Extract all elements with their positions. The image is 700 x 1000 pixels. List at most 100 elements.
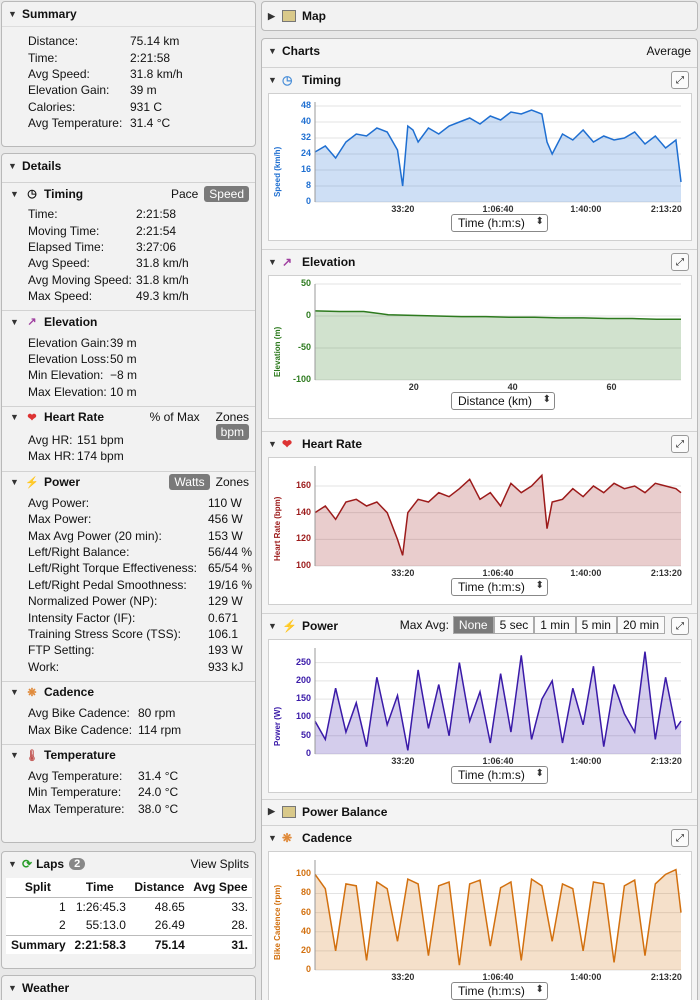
laps-cell: 1 [58,899,66,914]
chart-svg[interactable] [269,458,693,606]
x-axis-select[interactable]: Distance (km) [451,392,556,410]
laps-column-header[interactable]: Avg Spee [188,878,252,898]
y-tick-label: 16 [300,164,311,174]
chart-svg[interactable] [269,852,693,1000]
expand-triangle-icon[interactable]: ▶ [268,10,275,21]
stat-value: 31.8 km/h [136,272,189,287]
collapse-triangle-icon[interactable]: ▼ [8,983,17,993]
expand-chart-icon[interactable]: ⤢ [671,253,689,271]
elevation-section-header[interactable]: ▼ ↗ Elevation [2,310,255,330]
chart-section-header[interactable]: ▼ ◷ Timing [262,67,697,91]
collapse-triangle-icon[interactable]: ▼ [8,9,17,19]
collapse-triangle-icon[interactable]: ▼ [268,256,277,267]
max-avg-option[interactable]: 1 min [534,616,576,634]
collapse-triangle-icon[interactable]: ▼ [268,620,277,631]
weather-header[interactable]: ▼ Weather [8,981,70,995]
laps-column-header[interactable]: Split [6,878,70,898]
x-axis-select[interactable]: Time (h:m:s) [451,766,548,784]
bpm-toggle[interactable]: bpm [215,423,249,440]
max-avg-option[interactable]: 5 min [575,616,617,634]
average-toggle[interactable]: Average [646,44,691,58]
collapse-triangle-icon[interactable]: ▼ [8,859,17,869]
y-tick-label: 0 [305,196,311,206]
collapse-triangle-icon[interactable]: ▼ [268,74,277,85]
temperature-section-header[interactable]: ▼ 🌡 Temperature [2,743,255,764]
chart-svg[interactable] [269,640,693,794]
cadence-section-header[interactable]: ▼ ❋ Cadence [2,680,255,701]
laps-column-header[interactable]: Distance [129,878,189,898]
chart-svg[interactable] [269,276,693,420]
pace-toggle[interactable]: Pace [170,186,199,201]
table-row[interactable]: 1 1:26:45.3 48.65 33. [6,897,252,916]
laps-column-header[interactable]: Time [69,878,130,898]
collapse-triangle-icon[interactable]: ▼ [10,477,19,488]
collapse-triangle-icon[interactable]: ▼ [268,832,277,843]
laps-header[interactable]: ▼ ⟳ Laps 2 View Splits [8,857,249,871]
max-avg-option[interactable]: 5 sec [493,616,535,634]
details-header[interactable]: ▼ Details [8,159,62,173]
series-area [315,110,681,202]
charts-header[interactable]: ▼ Charts Average [268,44,691,58]
watts-toggle[interactable]: Watts [169,474,210,491]
chart-container: 50 0 -50 -100 20 40 60 Elevation (m) Distance (k… [268,275,692,419]
collapse-triangle-icon[interactable]: ▼ [268,438,277,449]
x-axis-select[interactable]: Time (h:m:s) [451,214,548,232]
expand-triangle-icon[interactable]: ▶ [268,806,275,816]
stat-value: 106.1 [208,627,239,641]
chart-section-header[interactable]: ▼ ❋ Cadence [262,825,697,849]
stat-row: Normalized Power (NP): 129 W [2,593,255,609]
expand-chart-icon[interactable]: ⤢ [671,829,689,847]
chart-container: 160 140 120 100 33:20 1:06:40 1:40:00 2:13:20 He… [268,457,692,605]
collapse-triangle-icon[interactable]: ▼ [10,750,19,761]
summary-header[interactable]: ▼ Summary [8,7,77,21]
stat-value: 2:21:54 [136,223,177,238]
collapse-triangle-icon[interactable]: ▼ [10,188,19,199]
y-tick-label: 40 [300,925,311,936]
table-row[interactable]: 2 55:13.0 26.49 28. [6,916,252,935]
power-zones-toggle[interactable]: Zones [215,475,249,490]
stat-label: Elevation Gain: [28,83,110,98]
collapse-triangle-icon[interactable]: ▼ [10,412,19,423]
chart-svg[interactable] [269,94,693,242]
collapse-triangle-icon[interactable]: ▼ [8,161,17,171]
collapse-triangle-icon[interactable]: ▼ [10,316,19,327]
power-balance-header[interactable]: ▶ Power Balance [262,799,697,823]
chart-section-header[interactable]: ▼ ⚡ Power [262,613,697,637]
y-tick-label: 100 [295,868,311,879]
details-panel: ▼ Details ▼ ◷ Timing Pace Speed Time: 2:21:… [1,153,256,843]
map-header[interactable]: ▶ Map [268,9,326,23]
y-tick-label: -50 [297,342,311,352]
expand-chart-icon[interactable]: ⤢ [671,71,689,89]
heart-rate-section-header[interactable]: ▼ ❤ Heart Rate % of Max Zones [2,405,255,426]
x-axis-select[interactable]: Time (h:m:s) [451,982,548,1000]
max-avg-option[interactable]: None [452,616,494,634]
speed-toggle[interactable]: Speed [204,185,249,202]
power-section-header[interactable]: ▼ ⚡ Power Watts Zones [2,470,255,491]
view-splits-link[interactable]: View Splits [190,857,249,871]
stat-row: Work: 933 kJ [2,659,255,675]
timing-section-header[interactable]: ▼ ◷ Timing Pace Speed [2,182,255,202]
laps-cell: Summary [10,937,66,952]
expand-chart-icon[interactable]: ⤢ [671,435,689,453]
y-tick-label: 160 [295,480,311,490]
stat-row: Max Speed: 49.3 km/h [2,288,255,304]
max-avg-buttons: None 5 sec 1 min 5 min 20 min [452,616,665,634]
stat-label: Normalized Power (NP): [28,594,158,609]
stat-value: 933 kJ [208,659,244,674]
stat-row: Avg Speed: 31.8 km/h [2,255,255,271]
expand-chart-icon[interactable]: ⤢ [671,617,689,635]
chart-section-header[interactable]: ▼ ↗ Elevation [262,249,697,273]
series-line [314,868,682,966]
x-axis-select[interactable]: Time (h:m:s) [451,578,548,596]
stat-value: 39 m [130,83,157,98]
collapse-triangle-icon[interactable]: ▼ [10,687,19,698]
chart-section-header[interactable]: ▼ ❤ Heart Rate [262,431,697,455]
table-row[interactable]: Summary 2:21:58.3 75.14 31. [6,935,252,954]
pct-of-max-toggle[interactable]: % of Max [149,410,200,425]
max-avg-option[interactable]: 20 min [616,616,665,634]
collapse-triangle-icon[interactable]: ▼ [268,46,277,56]
stat-value: −8 m [110,368,138,383]
hr-zones-toggle[interactable]: Zones [215,410,249,425]
stat-label: Elevation Loss: [28,351,110,366]
cadence-icon: ❋ [282,830,293,845]
